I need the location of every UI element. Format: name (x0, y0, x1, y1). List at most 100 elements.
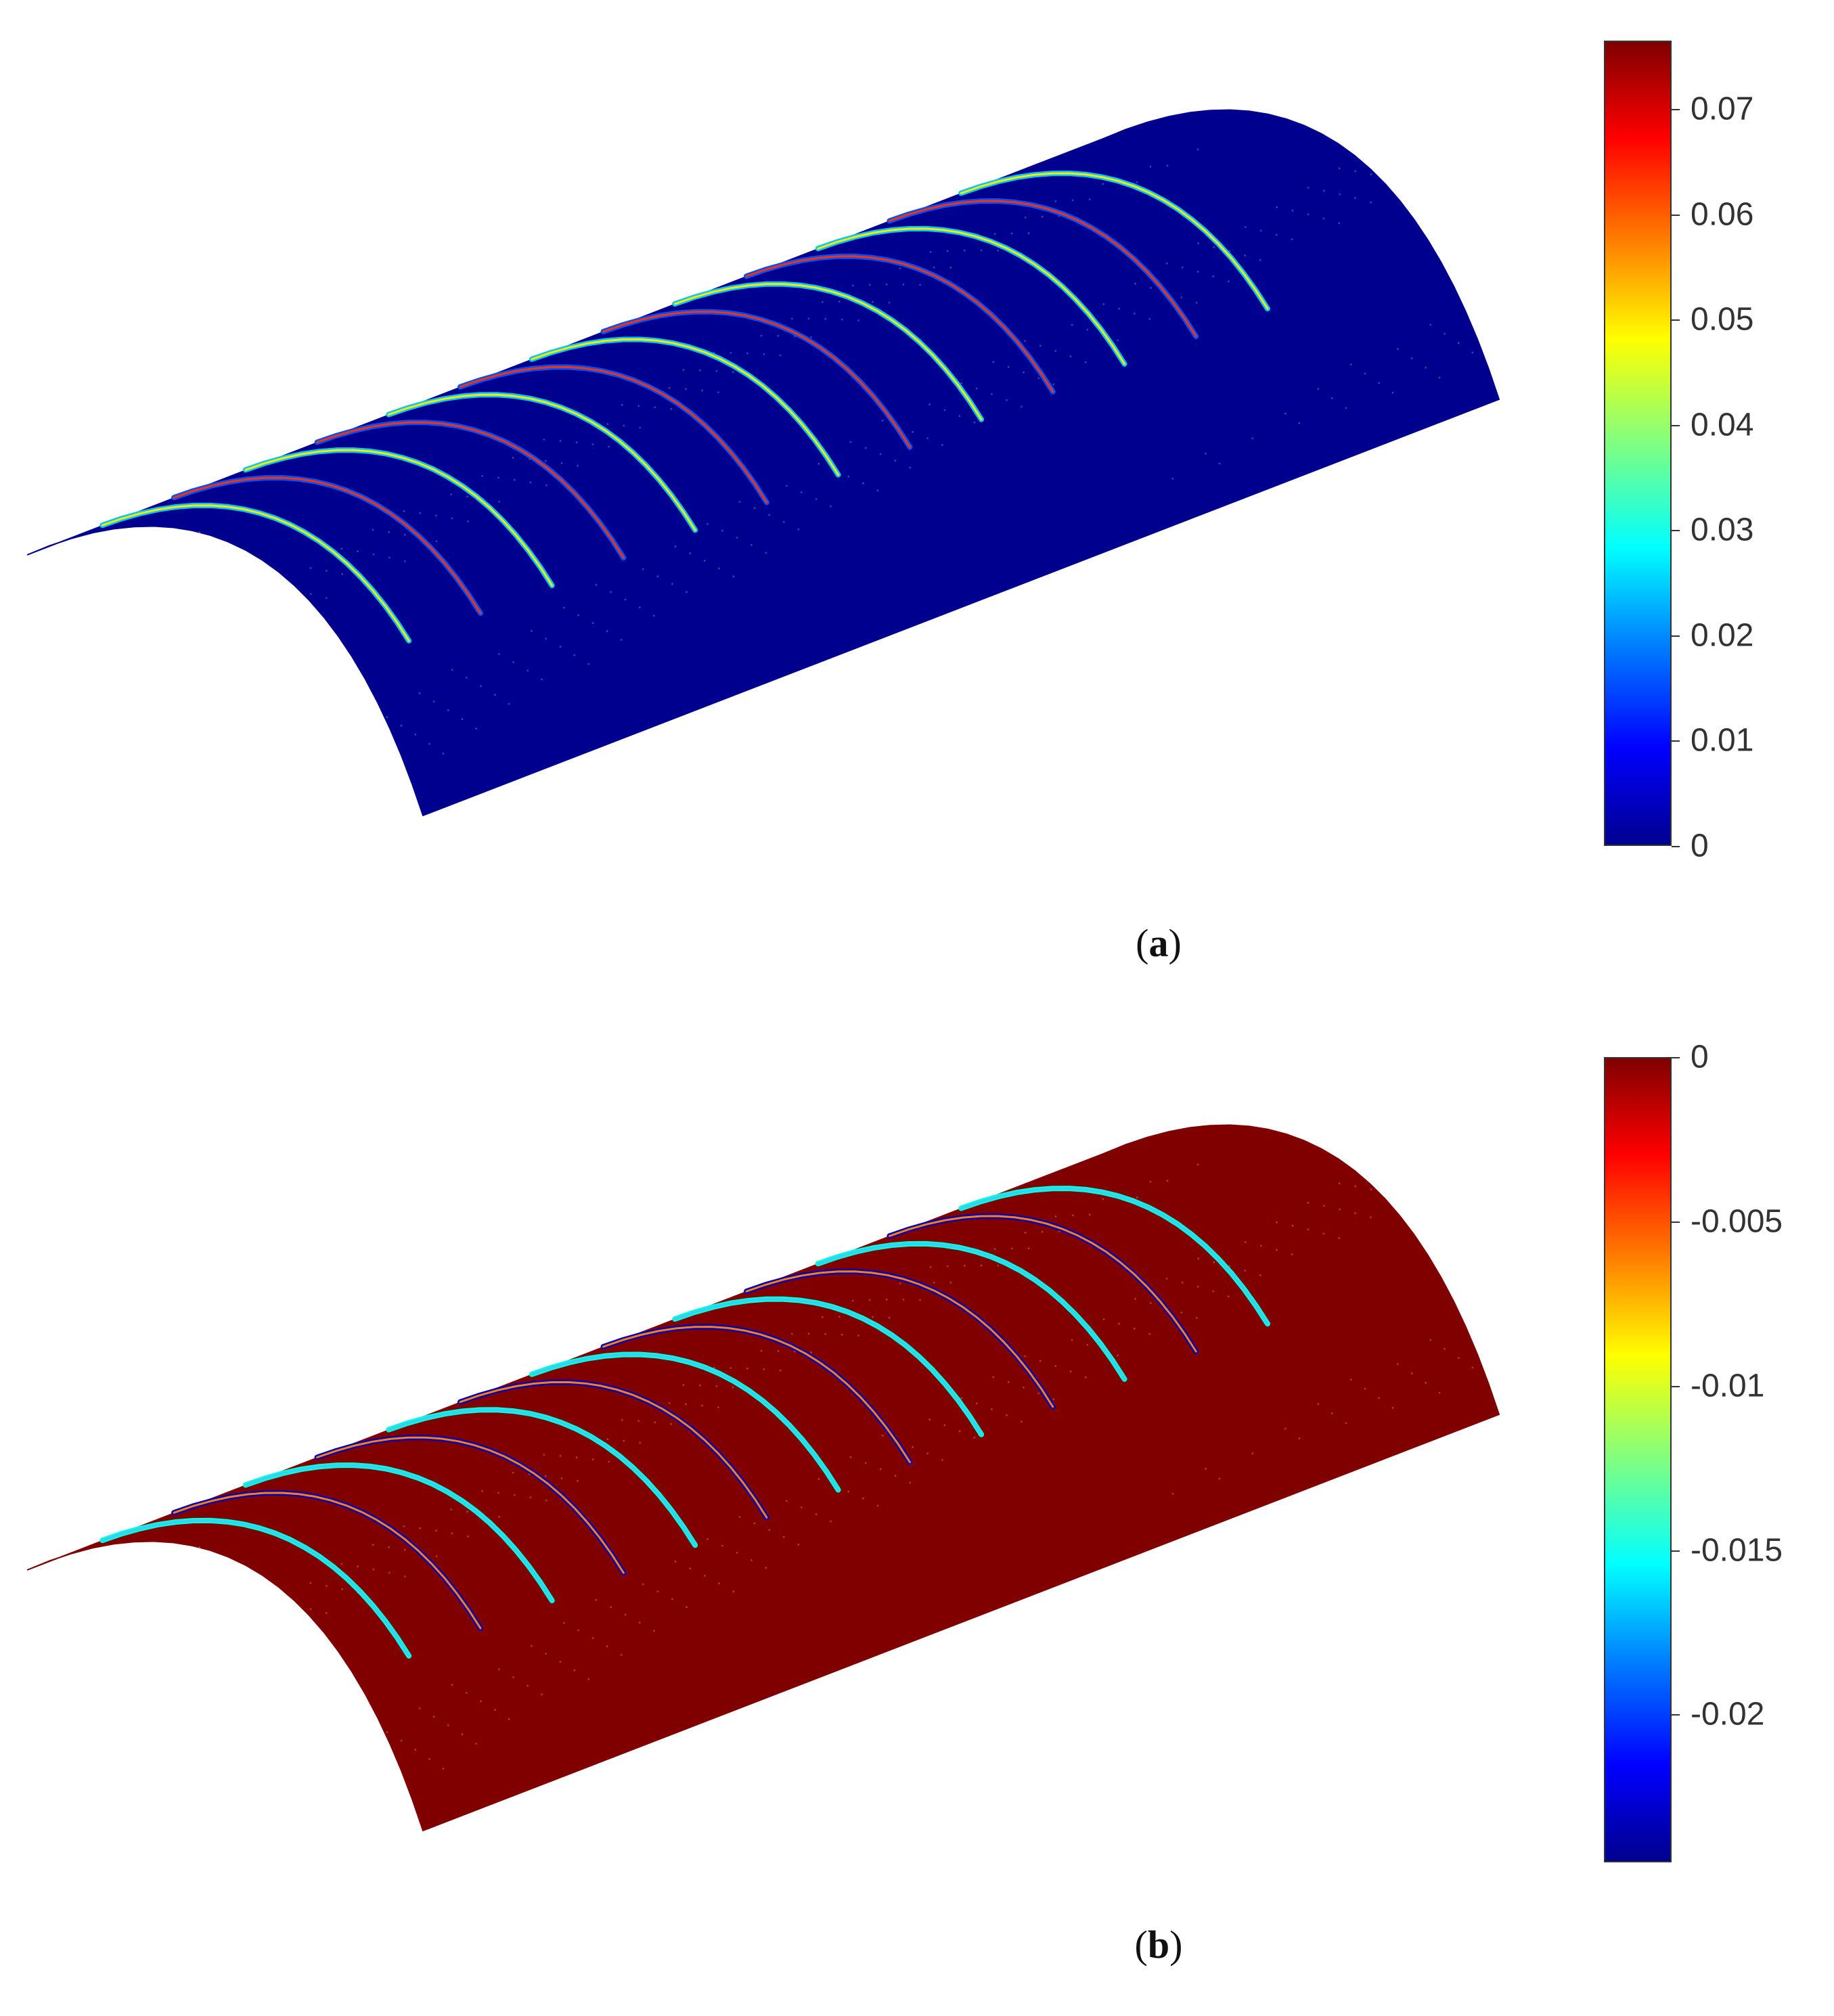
speckle (1291, 1224, 1294, 1227)
crack-line-core-a (244, 449, 554, 587)
speckle (732, 575, 735, 578)
speckle (746, 352, 748, 355)
speckle (1134, 282, 1136, 285)
speckle (198, 531, 201, 533)
speckle (1244, 226, 1247, 228)
speckle (765, 552, 767, 554)
speckle (1166, 164, 1169, 167)
speckle (642, 568, 644, 570)
speckle (432, 700, 435, 703)
speckle (686, 1606, 688, 1609)
speckle (595, 583, 598, 586)
speckle (656, 1590, 659, 1593)
speckle (1354, 197, 1356, 200)
speckle (1196, 1163, 1199, 1166)
colorbar-tick (1672, 1057, 1680, 1058)
speckle (830, 505, 832, 508)
speckle (372, 1568, 375, 1571)
colorbar-tick (1672, 1221, 1680, 1223)
speckle (909, 1481, 912, 1484)
speckle (466, 677, 468, 679)
speckle (543, 439, 545, 441)
speckle (498, 1516, 501, 1518)
speckle (838, 1316, 841, 1318)
speckle (1088, 1213, 1091, 1216)
speckle (686, 591, 688, 593)
speckle (1027, 232, 1030, 235)
speckle (541, 678, 543, 681)
speckle (717, 1406, 719, 1408)
speckle (899, 267, 901, 269)
speckle (198, 1546, 201, 1548)
speckle (435, 514, 437, 517)
crack-line-core-a (673, 283, 983, 421)
speckle (1086, 1343, 1089, 1346)
speckle (919, 1299, 921, 1301)
colorbar-tick (1672, 109, 1680, 111)
speckle (1150, 1302, 1152, 1304)
speckle (1084, 1376, 1087, 1379)
speckle (1438, 376, 1441, 379)
speckle (1364, 1387, 1366, 1390)
speckle (1339, 193, 1341, 196)
speckle (653, 1630, 655, 1632)
speckle (864, 447, 867, 449)
speckle (1259, 1274, 1261, 1276)
speckle (975, 1402, 978, 1405)
speckle (973, 421, 976, 424)
speckle (562, 606, 565, 609)
speckle (1410, 1372, 1413, 1374)
speckle (992, 1376, 995, 1379)
speckle (1307, 213, 1310, 216)
speckle (309, 593, 312, 596)
speckle (960, 382, 963, 384)
speckle (527, 669, 529, 672)
speckle (717, 391, 719, 393)
speckle (400, 1739, 403, 1742)
speckle (639, 1441, 642, 1444)
speckle (912, 1446, 914, 1448)
speckle (707, 522, 709, 525)
speckle (810, 1351, 812, 1353)
speckle (1307, 186, 1310, 189)
speckle (992, 361, 995, 363)
speckle (451, 669, 453, 671)
speckle (807, 1332, 810, 1335)
colorbar-tick-label: -0.01 (1691, 1368, 1765, 1404)
speckle (1024, 1232, 1027, 1234)
speckle (341, 573, 344, 575)
speckle (403, 1525, 405, 1527)
speckle (1218, 1477, 1221, 1480)
speckle (654, 406, 656, 409)
speckle (1307, 1201, 1310, 1204)
speckle (1345, 407, 1347, 409)
speckle (721, 529, 723, 532)
speckle (1338, 222, 1341, 224)
speckle (888, 1316, 891, 1319)
speckle (943, 1424, 946, 1427)
speckle (943, 409, 946, 411)
colorbar-tick-label: 0.04 (1691, 407, 1754, 443)
speckle (1136, 181, 1138, 183)
speckle (730, 352, 732, 354)
speckle (577, 1479, 579, 1482)
speckle (559, 1661, 562, 1663)
speckle (388, 1571, 390, 1574)
speckle (1052, 383, 1055, 386)
colorbar-tick (1672, 1550, 1680, 1552)
speckle (435, 1555, 438, 1558)
speckle (807, 317, 810, 320)
speckle (544, 460, 547, 462)
speckle (512, 456, 514, 459)
speckle (862, 482, 864, 485)
speckle (993, 1248, 996, 1250)
speckle (1317, 1403, 1320, 1405)
speckle (879, 1468, 882, 1471)
speckle (403, 533, 406, 536)
colorbar-tick-label: 0.03 (1691, 512, 1754, 548)
speckle (461, 718, 464, 721)
panel-b: 0 -0.005 -0.01 -0.015 -0.02 (b) (0, 1015, 1834, 2016)
colorbar-tick (1672, 319, 1680, 321)
speckle (1150, 287, 1152, 289)
speckle (621, 1418, 623, 1421)
